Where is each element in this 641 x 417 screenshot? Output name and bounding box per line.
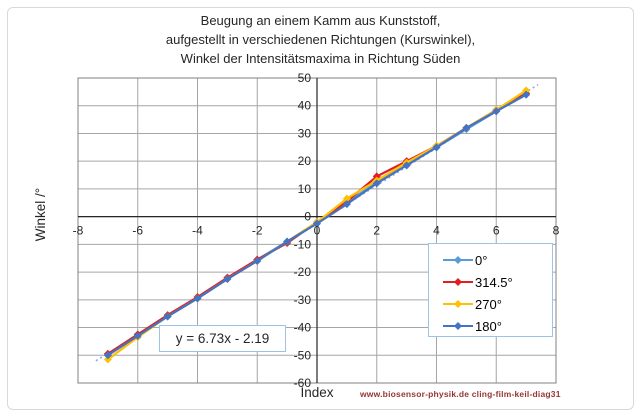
series-180°	[103, 90, 531, 360]
x-tick-label: -6	[132, 224, 143, 238]
legend-label: 270°	[475, 296, 502, 312]
marker-180°	[522, 90, 531, 99]
x-tick-label: 4	[433, 224, 440, 238]
x-tick-label: 8	[553, 224, 560, 238]
x-axis-title: Index	[300, 385, 334, 400]
y-tick-label: -40	[294, 321, 312, 335]
marker-180°	[462, 123, 471, 132]
marker-270°	[522, 86, 531, 95]
marker-270°	[103, 355, 112, 364]
legend-marker-icon	[443, 256, 473, 264]
attribution-text: www.biosensor-physik.de cling-film-keil-…	[360, 389, 561, 399]
chart-title-line-1: Beugung an einem Kamm aus Kunststoff,	[200, 13, 441, 28]
marker-180°	[313, 219, 321, 228]
legend-label: 0°	[475, 252, 488, 268]
legend-label: 180°	[475, 318, 502, 334]
legend-item-314.5°: 314.5°	[443, 271, 552, 293]
marker-180°	[133, 331, 142, 340]
y-tick-label: -20	[294, 265, 312, 279]
legend-marker-icon	[443, 300, 473, 308]
x-tick-label: 2	[373, 224, 380, 238]
y-tick-label: 40	[298, 99, 312, 113]
legend-label: 314.5°	[475, 274, 513, 290]
legend-marker-icon	[443, 322, 473, 330]
x-tick-label: -2	[252, 224, 263, 238]
x-tick-label: 0	[314, 224, 321, 238]
y-axis-title: Winkel /°	[28, 78, 54, 350]
marker-180°	[283, 237, 292, 246]
chart-title: Beugung an einem Kamm aus Kunststoff, au…	[0, 11, 641, 68]
x-tick-label: -8	[73, 224, 84, 238]
marker-180°	[253, 257, 262, 265]
y-tick-label: 0	[304, 210, 311, 224]
marker-180°	[432, 143, 441, 152]
y-tick-label: -10	[294, 237, 312, 251]
y-tick-label: 10	[298, 182, 312, 196]
legend-item-180°: 180°	[443, 315, 552, 337]
y-tick-label: 30	[298, 126, 312, 140]
chart-title-line-3: Winkel der Intensitätsmaxima in Richtung…	[180, 51, 461, 66]
y-axis-title-text: Winkel /°	[33, 187, 49, 241]
marker-180°	[492, 107, 501, 116]
chart-frame-border	[7, 7, 634, 410]
marker-180°	[402, 161, 411, 170]
y-tick-label: -30	[294, 293, 312, 307]
marker-180°	[163, 312, 172, 321]
marker-180°	[342, 200, 351, 209]
x-tick-label: -4	[192, 224, 203, 238]
marker-180°	[103, 351, 112, 360]
marker-180°	[372, 179, 381, 188]
marker-180°	[223, 275, 232, 284]
marker-270°	[342, 194, 351, 203]
legend: 0° 314.5° 270° 180°	[428, 243, 553, 337]
marker-180°	[193, 294, 202, 303]
legend-item-270°: 270°	[443, 293, 552, 315]
y-tick-label: -50	[294, 348, 312, 362]
legend-marker-icon	[443, 278, 473, 286]
x-tick-label: 6	[493, 224, 500, 238]
axis-lines	[78, 78, 556, 383]
y-tick-label: -60	[294, 376, 312, 390]
trendline-equation-label: y = 6.73x - 2.19	[159, 325, 286, 352]
tick-labels: -8 -6 -4 -2 0 2 4 6 850403020100-10-20-30-40-50-…	[73, 71, 560, 390]
legend-item-0°: 0°	[443, 249, 552, 271]
y-tick-label: 50	[298, 71, 312, 85]
y-tick-label: 20	[298, 154, 312, 168]
chart-title-line-2: aufgestellt in verschiedenen Richtungen …	[165, 32, 476, 47]
